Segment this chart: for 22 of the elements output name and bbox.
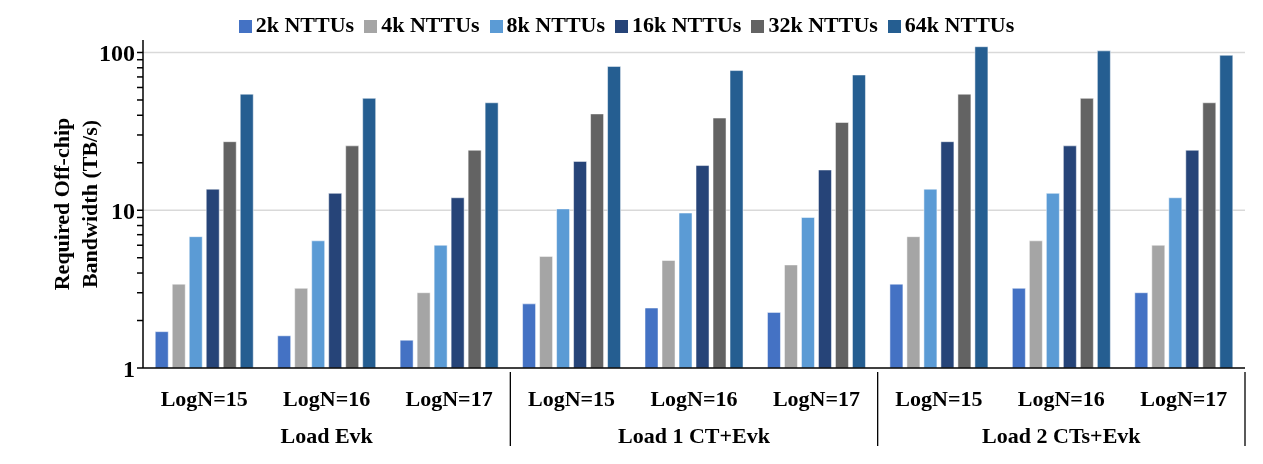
x-tick-label: LogN=15 — [895, 385, 983, 411]
legend-label: 16k NTTUs — [632, 12, 742, 37]
text: Load 2 CTs+Evk — [982, 423, 1142, 448]
y-tick-label: 100 — [99, 40, 135, 67]
legend-label: 32k NTTUs — [768, 12, 878, 37]
text: Load Evk — [280, 423, 374, 448]
text: Load 1 CT+Evk — [618, 423, 771, 448]
x-tick-label: LogN=16 — [650, 385, 738, 411]
x-tick-label: LogN=16 — [1017, 385, 1105, 411]
y-tick-label: 1 — [123, 355, 135, 382]
legend-label: 64k NTTUs — [904, 12, 1015, 37]
x-tick-label: LogN=15 — [160, 385, 248, 411]
x-tick-label: LogN=17 — [405, 385, 493, 411]
x-tick-label: LogN=17 — [1140, 385, 1228, 411]
x-tick-label: LogN=16 — [283, 385, 371, 411]
y-axis-title: Required Off-chip Bandwidth (TB/s) — [49, 117, 102, 291]
legend-label: 4k NTTUs — [381, 12, 480, 37]
y-tick-label: 10 — [111, 197, 135, 224]
x-tick-label: LogN=15 — [528, 385, 616, 411]
legend-label: 2k NTTUs — [255, 12, 355, 37]
legend-label: 8k NTTUs — [506, 12, 605, 37]
x-tick-label: LogN=17 — [772, 385, 860, 411]
